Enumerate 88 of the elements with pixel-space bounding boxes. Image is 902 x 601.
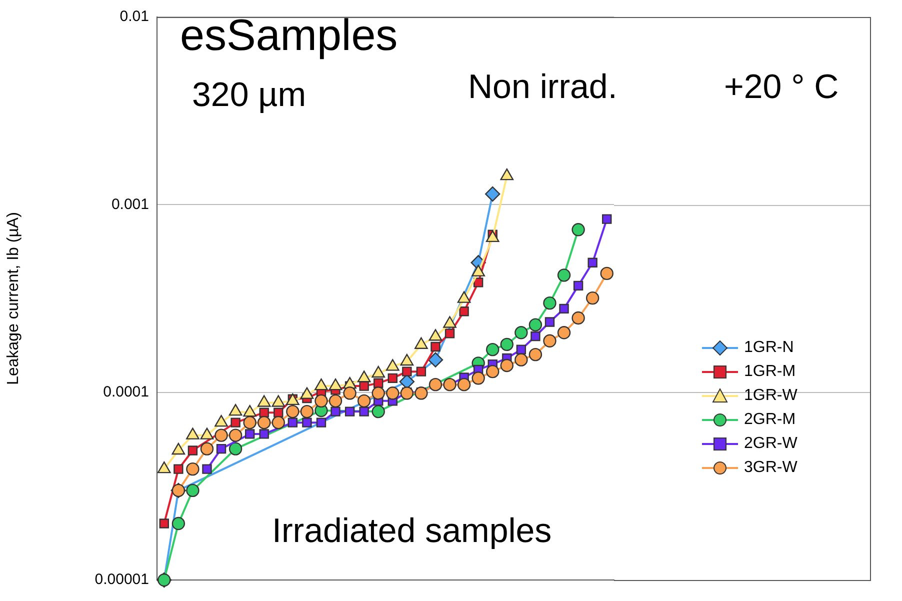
point xyxy=(174,464,184,474)
legend-label: 1GR-M xyxy=(744,363,796,381)
point xyxy=(472,372,485,385)
point xyxy=(302,418,312,428)
point xyxy=(230,418,240,428)
point xyxy=(386,386,400,400)
point xyxy=(500,338,514,352)
point xyxy=(528,318,542,332)
point xyxy=(286,404,300,418)
point xyxy=(430,342,440,352)
point xyxy=(444,328,455,338)
point xyxy=(200,442,214,456)
point xyxy=(572,311,585,325)
point xyxy=(559,304,569,314)
y-tick-label: 0.01 xyxy=(120,8,149,26)
point xyxy=(300,404,314,418)
point xyxy=(259,408,269,418)
point xyxy=(216,444,226,454)
point xyxy=(485,186,500,202)
y-tick-label: 0.0001 xyxy=(103,383,149,400)
annotation: Irradiated samples xyxy=(272,512,552,550)
point xyxy=(372,386,385,400)
point xyxy=(359,381,369,391)
point xyxy=(543,296,556,310)
point xyxy=(416,366,426,376)
legend-label: 3GR-W xyxy=(744,459,798,477)
legend-label: 1GR-W xyxy=(744,387,798,405)
point xyxy=(400,386,414,400)
point xyxy=(486,364,500,378)
point xyxy=(357,394,371,408)
point xyxy=(202,464,212,474)
y-axis-title: Leakage current, Ib (µA) xyxy=(5,212,22,385)
point xyxy=(372,404,385,418)
point xyxy=(274,408,284,418)
point xyxy=(473,278,484,288)
point xyxy=(500,358,514,372)
point xyxy=(388,373,398,383)
point xyxy=(516,344,526,354)
legend-label: 1GR-N xyxy=(744,339,794,357)
point xyxy=(359,406,369,416)
point xyxy=(259,429,269,439)
y-tick-label: 0.00001 xyxy=(94,571,149,588)
point xyxy=(530,331,540,342)
annotation: 320 µm xyxy=(192,76,306,114)
point xyxy=(186,462,200,476)
legend-label: 2GR-W xyxy=(744,435,798,453)
point xyxy=(573,280,584,291)
point xyxy=(258,416,271,430)
point xyxy=(402,366,412,376)
point xyxy=(344,406,355,416)
point xyxy=(172,516,186,530)
point xyxy=(414,386,428,400)
point xyxy=(214,428,228,442)
point xyxy=(272,416,285,430)
annotation: Non irrad. xyxy=(468,68,618,106)
point xyxy=(586,291,600,305)
point xyxy=(544,317,555,327)
point xyxy=(330,406,340,416)
point xyxy=(243,416,256,430)
point xyxy=(244,429,255,439)
point xyxy=(557,326,571,340)
point xyxy=(602,214,612,224)
point xyxy=(528,348,542,362)
point xyxy=(328,394,342,408)
point xyxy=(343,386,356,400)
point xyxy=(459,306,469,316)
point xyxy=(514,326,528,340)
text: +20 ° C xyxy=(724,68,839,106)
point xyxy=(188,446,198,456)
point xyxy=(572,223,585,236)
point xyxy=(588,258,598,268)
point xyxy=(186,484,200,498)
y-tick-label: 0.001 xyxy=(111,196,149,213)
annotation: esSamples xyxy=(180,11,398,60)
point xyxy=(314,394,328,408)
point xyxy=(288,418,298,428)
point xyxy=(428,352,444,368)
point xyxy=(457,378,471,392)
point xyxy=(228,428,242,442)
point xyxy=(228,442,242,456)
point xyxy=(316,418,326,428)
point xyxy=(557,268,571,282)
point xyxy=(514,353,528,366)
point xyxy=(600,266,614,280)
point xyxy=(486,342,500,356)
legend-label: 2GR-M xyxy=(744,411,796,429)
point xyxy=(543,334,556,348)
point xyxy=(159,518,169,528)
